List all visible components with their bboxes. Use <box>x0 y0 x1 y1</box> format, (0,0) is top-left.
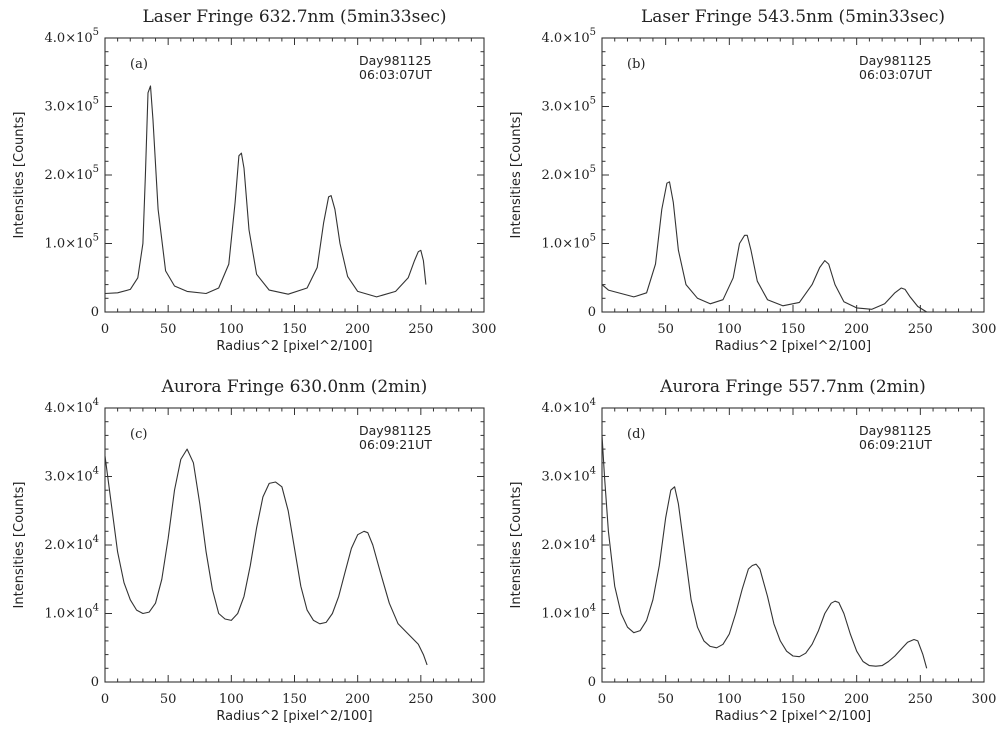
chart-panel-1: Laser Fringe 632.7nm (5min33sec) 0 50 100 15… <box>12 7 496 354</box>
x-tick-label: 250 <box>908 692 933 707</box>
y-tick-label: 2.0×105 <box>45 164 99 183</box>
y-tick-label: 0 <box>588 305 596 320</box>
x-tick-label: 0 <box>598 322 606 337</box>
series-line-1 <box>601 181 927 313</box>
y-tick-label: 1.0×105 <box>45 233 99 252</box>
annotation-time: 06:09:21UT <box>359 437 432 452</box>
x-tick-label: 150 <box>781 692 806 707</box>
y-axis-label: Intensities [Counts] <box>12 112 27 239</box>
x-tick-label: 150 <box>282 692 307 707</box>
x-axis-label: Radius^2 [pixel^2/100] <box>216 339 372 354</box>
y-tick-label: 1.0×104 <box>542 603 596 622</box>
x-axis-label: Radius^2 [pixel^2/100] <box>715 709 871 724</box>
x-tick-label: 50 <box>160 322 177 337</box>
annotation-time: 06:03:07UT <box>859 67 932 82</box>
y-tick-label: 3.0×105 <box>542 96 596 115</box>
annotation-day: Day981125 <box>859 53 931 68</box>
y-tick-label: 2.0×104 <box>542 534 596 553</box>
x-tick-label: 100 <box>219 692 244 707</box>
y-tick-label: 4.0×104 <box>45 397 99 416</box>
x-tick-label: 300 <box>972 692 997 707</box>
y-tick-label: 3.0×104 <box>542 466 596 485</box>
y-tick-label: 2.0×105 <box>542 164 596 183</box>
panel-label: (d) <box>627 427 645 442</box>
y-tick-label: 2.0×104 <box>45 534 99 553</box>
y-tick-label: 1.0×105 <box>542 233 596 252</box>
x-tick-label: 300 <box>472 322 497 337</box>
x-tick-label: 200 <box>844 322 869 337</box>
x-tick-label: 250 <box>408 322 433 337</box>
chart-title: Aurora Fringe 630.0nm (2min) <box>161 377 428 397</box>
x-tick-label: 50 <box>657 322 674 337</box>
annotation-day: Day981125 <box>859 423 931 438</box>
y-tick-label: 4.0×105 <box>542 27 596 46</box>
y-tick-label: 0 <box>91 675 99 690</box>
chart-title: Laser Fringe 632.7nm (5min33sec) <box>142 7 446 27</box>
y-tick-label: 4.0×105 <box>45 27 99 46</box>
y-axis-label: Intensities [Counts] <box>509 112 524 239</box>
x-tick-label: 250 <box>408 692 433 707</box>
panel-label: (a) <box>130 57 148 72</box>
y-axis-label: Intensities [Counts] <box>509 482 524 609</box>
x-tick-label: 150 <box>781 322 806 337</box>
x-tick-label: 50 <box>657 692 674 707</box>
y-tick-label: 4.0×104 <box>542 397 596 416</box>
x-tick-label: 50 <box>160 692 177 707</box>
y-axis-label: Intensities [Counts] <box>12 482 27 609</box>
series-line-1 <box>104 448 428 666</box>
x-tick-label: 200 <box>345 692 370 707</box>
y-tick-label: 1.0×104 <box>45 603 99 622</box>
annotation-time: 06:09:21UT <box>859 437 932 452</box>
series-line-1 <box>601 435 928 669</box>
y-tick-label: 3.0×105 <box>45 96 99 115</box>
x-tick-label: 200 <box>345 322 370 337</box>
x-tick-label: 100 <box>717 322 742 337</box>
y-tick-label: 0 <box>91 305 99 320</box>
panel-label: (c) <box>130 427 147 442</box>
x-tick-label: 300 <box>972 322 997 337</box>
y-tick-label: 3.0×104 <box>45 466 99 485</box>
x-tick-label: 0 <box>101 692 109 707</box>
chart-title: Aurora Fringe 557.7nm (2min) <box>659 377 926 397</box>
x-axis-label: Radius^2 [pixel^2/100] <box>715 339 871 354</box>
panel-label: (b) <box>627 57 645 72</box>
x-tick-label: 250 <box>908 322 933 337</box>
x-tick-label: 300 <box>472 692 497 707</box>
annotation-day: Day981125 <box>359 423 431 438</box>
chart-panel-4: Aurora Fringe 557.7nm (2min) 0 50 100 150 200… <box>509 377 996 724</box>
x-tick-label: 0 <box>101 322 109 337</box>
series-line-1 <box>104 85 427 298</box>
x-tick-label: 0 <box>598 692 606 707</box>
chart-panel-2: Laser Fringe 543.5nm (5min33sec) 0 50 100 15… <box>509 7 996 354</box>
y-tick-label: 0 <box>588 675 596 690</box>
annotation-time: 06:03:07UT <box>359 67 432 82</box>
x-tick-label: 200 <box>844 692 869 707</box>
x-tick-label: 150 <box>282 322 307 337</box>
x-tick-label: 100 <box>717 692 742 707</box>
chart-title: Laser Fringe 543.5nm (5min33sec) <box>641 7 945 27</box>
annotation-day: Day981125 <box>359 53 431 68</box>
x-tick-label: 100 <box>219 322 244 337</box>
chart-panel-3: Aurora Fringe 630.0nm (2min) 0 50 100 150 200… <box>12 377 496 724</box>
x-axis-label: Radius^2 [pixel^2/100] <box>216 709 372 724</box>
